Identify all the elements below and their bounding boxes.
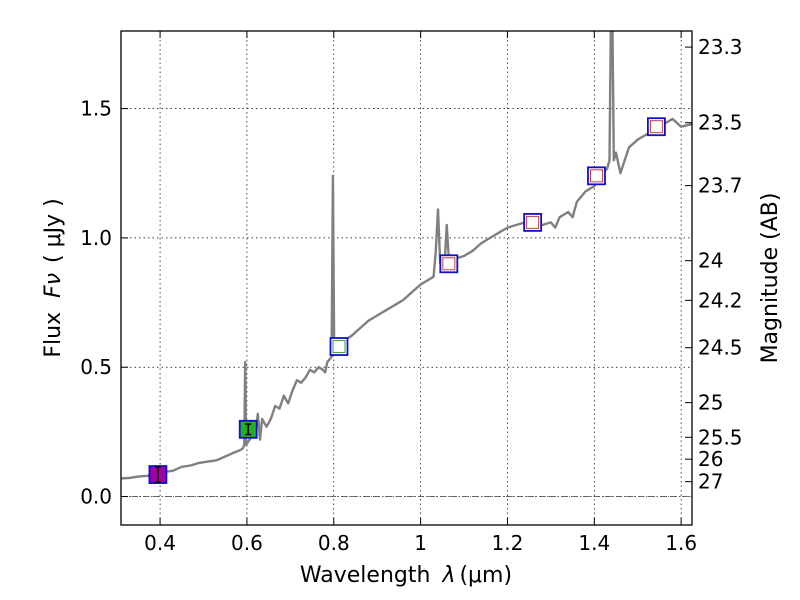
right-tick-label: 24 bbox=[698, 249, 723, 273]
photometry-box bbox=[646, 117, 666, 137]
right-axis-label: Magnitude (AB) bbox=[758, 193, 783, 364]
right-tick-label: 25 bbox=[698, 391, 723, 415]
photometry-box bbox=[523, 212, 543, 232]
x-tick-label: 1 bbox=[414, 531, 427, 555]
photometry-box bbox=[587, 166, 606, 186]
photometry-point bbox=[439, 254, 459, 274]
right-tick-label: 25.5 bbox=[698, 425, 743, 449]
spectrum-line bbox=[121, 31, 692, 480]
right-tick-label: 26 bbox=[698, 447, 723, 471]
y-ticks: 0.0 0.5 1.0 1.5 bbox=[80, 97, 128, 509]
y-tick-label: 0.5 bbox=[80, 355, 112, 379]
y-tick-label: 1.5 bbox=[80, 97, 112, 121]
right-tick-label: 23.7 bbox=[698, 174, 743, 198]
y-tick-label: 0.0 bbox=[80, 485, 112, 509]
photometry-inner-box bbox=[526, 215, 540, 229]
photometry-point bbox=[523, 212, 543, 232]
photometry-inner-box bbox=[649, 120, 663, 134]
right-tick-label: 23.5 bbox=[698, 111, 743, 135]
right-tick-label: 27 bbox=[698, 470, 723, 494]
photometry-inner-box bbox=[589, 169, 603, 183]
x-tick-label: 0.4 bbox=[144, 531, 176, 555]
photometry-box bbox=[329, 337, 349, 356]
x-tick-label: 0.6 bbox=[231, 531, 263, 555]
right-tick-label: 23.3 bbox=[698, 35, 743, 59]
grid-lines bbox=[121, 31, 692, 525]
plot-frame bbox=[120, 30, 693, 526]
photometry-point bbox=[587, 166, 606, 186]
photometry-point bbox=[646, 117, 666, 137]
photometry-inner-box bbox=[332, 340, 346, 354]
x-tick-label: 1.6 bbox=[665, 531, 697, 555]
photometry-points bbox=[148, 117, 666, 484]
y-tick-label: 1.0 bbox=[80, 226, 112, 250]
x-tick-label: 1.2 bbox=[492, 531, 524, 555]
right-tick-label: 24.5 bbox=[698, 336, 743, 360]
x-tick-label: 1.4 bbox=[578, 531, 610, 555]
photometry-point bbox=[238, 419, 258, 439]
photometry-point bbox=[148, 465, 168, 484]
x-tick-label: 0.8 bbox=[318, 531, 350, 555]
photometry-point bbox=[329, 337, 349, 356]
right-tick-label: 24.2 bbox=[698, 288, 743, 312]
x-ticks: 0.4 0.6 0.8 1 1.2 1.4 1.6 bbox=[144, 31, 697, 555]
photometry-inner-box bbox=[442, 257, 456, 271]
spectrum-layer bbox=[121, 31, 692, 480]
x-axis-label: Wavelength λ (μm) bbox=[300, 563, 512, 588]
photometry-box bbox=[439, 254, 459, 274]
y-axis-label: FluxFν( μJy ) bbox=[41, 198, 66, 357]
